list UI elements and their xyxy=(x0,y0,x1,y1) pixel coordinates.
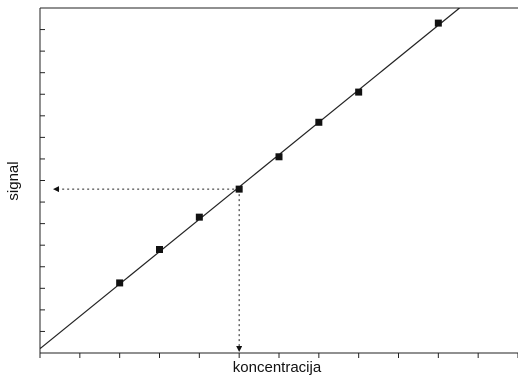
regression-line xyxy=(39,7,460,350)
fit-line-layer xyxy=(39,7,460,350)
y-axis xyxy=(39,7,45,354)
reading-guide-layer xyxy=(53,186,243,352)
data-point xyxy=(355,88,363,96)
data-point xyxy=(434,19,442,27)
data-point xyxy=(235,185,243,193)
x-axis xyxy=(39,352,518,358)
data-point xyxy=(315,118,323,126)
y-axis-label: signal xyxy=(5,161,22,200)
data-point xyxy=(195,213,203,221)
x-ticks xyxy=(39,353,518,358)
y-ticks xyxy=(40,7,45,354)
data-point xyxy=(156,246,163,253)
data-point xyxy=(116,279,124,287)
data-point xyxy=(275,153,283,161)
x-axis-label: koncentracija xyxy=(233,359,322,376)
data-points-layer xyxy=(116,19,442,287)
